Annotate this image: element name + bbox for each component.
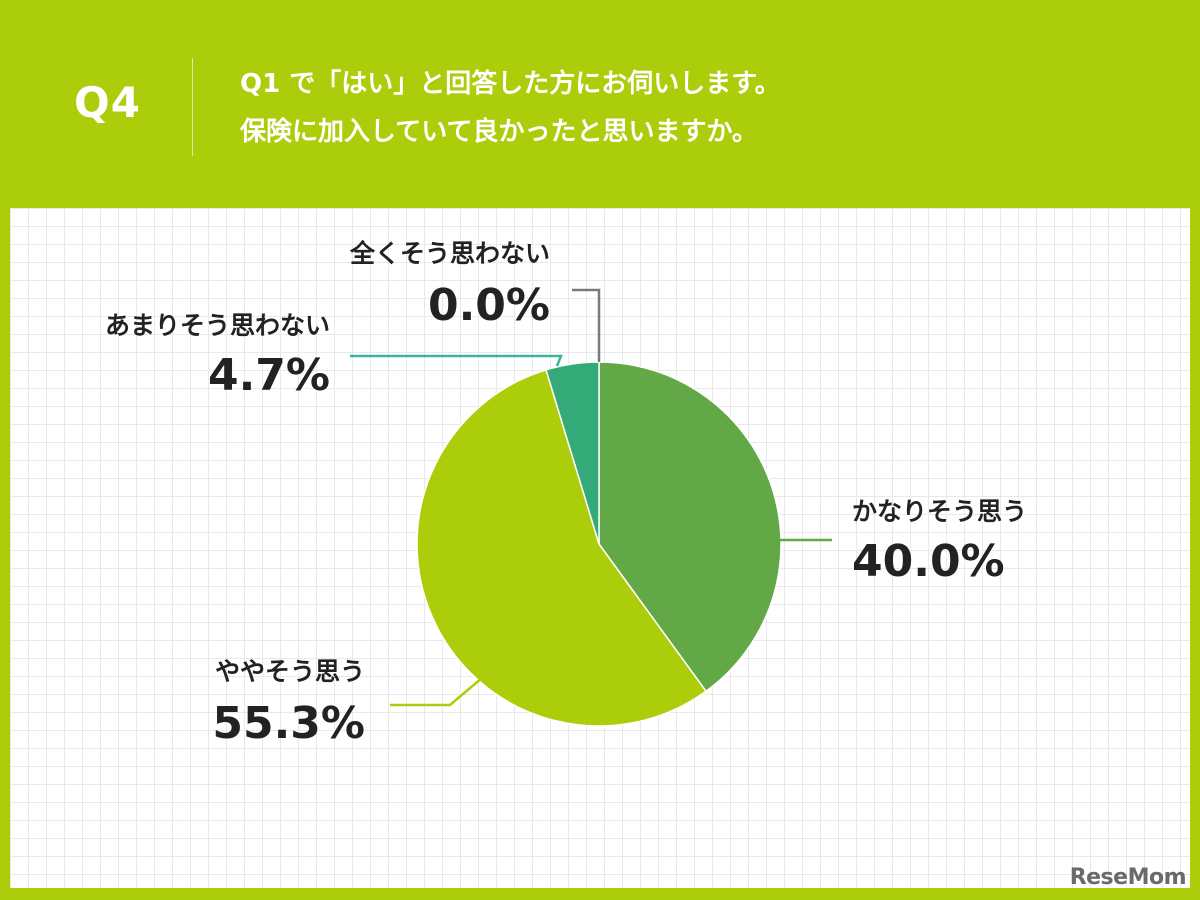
header: Q4 Q1 で「はい」と回答した方にお伺いします。 保険に加入していて良かったと… bbox=[0, 0, 1200, 208]
slice-label: かなりそう思う bbox=[852, 497, 1027, 526]
pie-slice bbox=[416, 368, 708, 727]
question-text: Q1 で「はい」と回答した方にお伺いします。 保険に加入していて良かったと思いま… bbox=[240, 60, 781, 156]
slice-label: あまりそう思わない bbox=[105, 311, 330, 340]
leader-line bbox=[390, 677, 483, 707]
slice-value-label: 55.3% bbox=[212, 698, 365, 749]
header-divider bbox=[192, 58, 193, 156]
leader-line bbox=[572, 288, 601, 362]
slice-value-label: 40.0% bbox=[852, 536, 1005, 587]
question-line-2: 保険に加入していて良かったと思いますか。 bbox=[240, 117, 758, 147]
resemom-logo: ReseMom bbox=[1069, 865, 1187, 890]
question-number-badge: Q4 bbox=[74, 78, 141, 127]
slice-label: ややそう思う bbox=[215, 657, 365, 686]
slice-label: 全くそう思わない bbox=[349, 239, 550, 268]
pie-slice bbox=[598, 361, 782, 693]
leader-line bbox=[350, 354, 563, 367]
pie-chart: かなりそう思う 40.0% ややそう思う 55.3% あまりそう思わない 4.7% 全くそう… bbox=[105, 239, 1027, 749]
slice-value-label: 0.0% bbox=[428, 280, 550, 331]
question-line-1: Q1 で「はい」と回答した方にお伺いします。 bbox=[240, 69, 781, 99]
chart-panel: かなりそう思う 40.0% ややそう思う 55.3% あまりそう思わない 4.7% 全くそう… bbox=[10, 208, 1190, 888]
slice-value-label: 4.7% bbox=[208, 350, 330, 401]
